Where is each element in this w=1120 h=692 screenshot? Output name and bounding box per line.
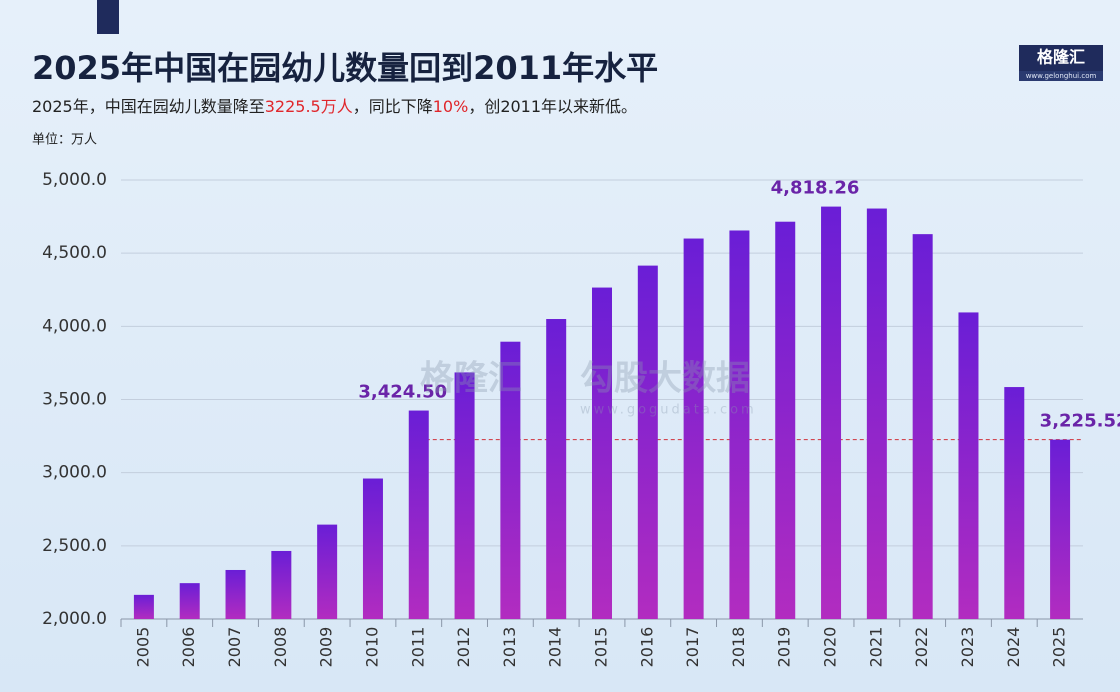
- x-tick-label: 2024: [1004, 627, 1023, 668]
- bar: [362, 478, 383, 619]
- x-tick-label: 2011: [408, 627, 427, 668]
- subtitle-part: 3225.5万人: [265, 97, 353, 116]
- bar: [271, 550, 292, 619]
- x-tick-label: 2012: [454, 627, 473, 668]
- watermark-text: 格隆汇: [420, 359, 522, 399]
- bar: [821, 206, 842, 620]
- x-tick-label: 2013: [500, 627, 519, 668]
- x-tick-label: 2006: [179, 627, 198, 668]
- y-tick-label: 5,000.0: [42, 170, 107, 190]
- logo: 格隆汇: [1037, 48, 1085, 67]
- bar: [133, 594, 154, 619]
- logo-box: [1019, 71, 1103, 81]
- bar: [775, 221, 796, 619]
- y-tick-label: 4,000.0: [42, 316, 107, 336]
- data-label: 4,818.26: [771, 178, 860, 199]
- y-tick-label: 2,000.0: [42, 609, 107, 629]
- chart-title: 2025年中国在园幼儿数量回到2011年水平: [32, 49, 658, 87]
- subtitle-part: 2025年，中国在园幼儿数量降至: [32, 97, 265, 116]
- corner-block: [97, 0, 119, 34]
- x-tick-label: 2019: [775, 627, 794, 668]
- x-tick-label: 2016: [637, 627, 656, 668]
- bar: [958, 312, 979, 619]
- bar: [866, 208, 887, 619]
- data-label: 3,424.50: [358, 382, 447, 403]
- bar: [317, 524, 338, 619]
- watermark: 格隆汇 勾股大数据 www.gogudata.com: [420, 359, 757, 418]
- plot: 2,000.0 2,500.0 3,000.0 3,500.0 4,000.0 4,500…: [42, 170, 1120, 667]
- y-tick-label: 3,000.0: [42, 463, 107, 483]
- bar: [912, 234, 933, 620]
- bar: [225, 569, 246, 619]
- y-tick-label: 4,500.0: [42, 243, 107, 263]
- x-tick-label: 2020: [821, 627, 840, 668]
- x-tick-label: 2005: [133, 627, 152, 668]
- bar: [408, 410, 429, 619]
- subtitle-part: 10%: [433, 97, 469, 116]
- bar: [683, 238, 704, 620]
- subtitle-part: ，创2011年以来新低。: [468, 97, 637, 116]
- x-tick-label: 2015: [592, 627, 611, 668]
- logo-url: www.gelonghui.com: [1026, 72, 1097, 80]
- bar: [1050, 439, 1071, 619]
- x-tick-label: 2025: [1050, 627, 1069, 668]
- watermark-text: www.gogudata.com: [580, 403, 757, 418]
- x-tick-label: 2007: [225, 627, 244, 668]
- x-tick-label: 2022: [912, 627, 931, 668]
- data-label: 3,225.52: [1040, 411, 1120, 432]
- bar: [500, 341, 521, 619]
- y-tick-label: 3,500.0: [42, 390, 107, 410]
- bar: [729, 230, 750, 620]
- logo-box: [1019, 45, 1103, 71]
- y-tick-label: 2,500.0: [42, 536, 107, 556]
- x-tick-label: 2018: [729, 627, 748, 668]
- watermark-text: 勾股大数据: [580, 359, 750, 399]
- bar: [637, 265, 658, 619]
- bar: [179, 583, 200, 619]
- bar: [592, 287, 612, 619]
- subtitle-part: ，同比下降: [353, 97, 433, 116]
- bar: [1004, 387, 1025, 619]
- x-tick-label: 2009: [317, 627, 336, 668]
- bar: [454, 372, 475, 619]
- subtitle: 2025年，中国在园幼儿数量降至3225.5万人，同比下降10%，创2011年以…: [32, 97, 637, 116]
- x-tick-label: 2021: [866, 627, 885, 668]
- x-tick-label: 2023: [958, 627, 977, 668]
- x-tick-label: 2014: [546, 627, 565, 668]
- x-tick-label: 2008: [271, 627, 290, 668]
- x-tick-label: 2017: [683, 627, 702, 668]
- bar: [546, 319, 567, 619]
- x-tick-label: 2010: [362, 627, 381, 668]
- unit-label: 单位：万人: [32, 133, 97, 148]
